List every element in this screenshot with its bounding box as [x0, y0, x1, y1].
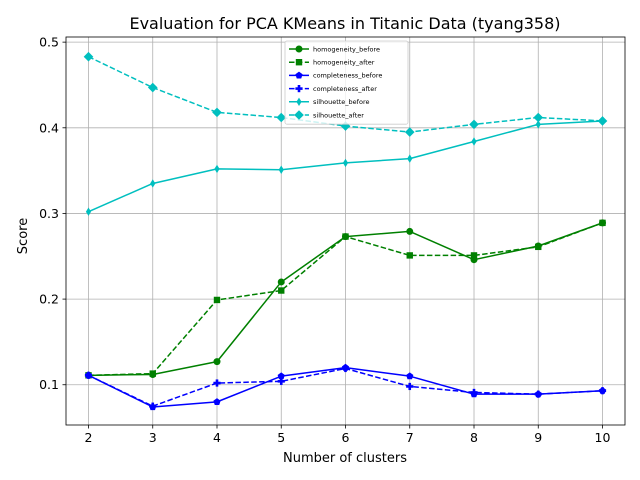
legend-entry-silhouette-after: silhouette_after [289, 110, 364, 120]
data-point-homogeneity-after-8 [470, 252, 478, 259]
data-point-silhouette-after-8 [469, 119, 479, 130]
data-point-silhouette-after-4 [212, 107, 222, 118]
legend-entry-homogeneity-before: homogeneity_before [289, 45, 380, 53]
data-point-silhouette-after-5 [276, 112, 287, 123]
legend-marker-completeness-before [295, 71, 303, 79]
data-point-silhouette-before-9 [535, 120, 541, 129]
data-point-completeness-after-7 [406, 382, 414, 391]
y-tick-label-4: 0.5 [39, 35, 59, 50]
legend-marker-completeness-after [295, 85, 303, 93]
data-point-completeness-after-6 [341, 364, 350, 373]
series-homogeneity-after [85, 219, 606, 379]
legend-entry-completeness-after: completeness_after [289, 85, 377, 93]
data-point-silhouette-after-2 [83, 51, 94, 62]
x-axis-title: Number of clusters [283, 451, 407, 466]
legend: homogeneity_before homogeneity_aftercompl… [284, 40, 409, 125]
chart-title: Evaluation for PCA KMeans in Titanic Dat… [129, 14, 560, 33]
legend-label-completeness-before: completeness_before [313, 72, 382, 80]
data-point-silhouette-after-3 [147, 82, 158, 93]
x-tick-label-7: 9 [534, 430, 542, 445]
legend-marker-homogeneity-after [295, 59, 303, 66]
data-point-completeness-after-2 [84, 371, 93, 379]
data-point-completeness-after-10 [598, 387, 607, 395]
series-completeness-after [84, 364, 607, 410]
data-point-homogeneity-after-10 [599, 219, 606, 227]
data-point-homogeneity-before-4 [213, 358, 221, 366]
data-point-completeness-before-5 [277, 372, 285, 380]
data-point-silhouette-before-3 [150, 179, 156, 188]
x-tick-label-1: 3 [149, 430, 157, 445]
data-point-homogeneity-after-4 [213, 296, 221, 304]
y-tick-label-0: 0.1 [39, 377, 59, 392]
data-point-completeness-after-9 [534, 390, 542, 398]
data-point-completeness-before-7 [406, 372, 414, 380]
legend-label-silhouette-before: silhouette_before [313, 98, 369, 106]
legend-label-silhouette-after: silhouette_after [313, 111, 364, 119]
data-point-completeness-after-3 [149, 402, 157, 410]
data-point-silhouette-before-4 [214, 164, 220, 174]
x-tick-label-0: 2 [85, 430, 93, 445]
legend-label-completeness-after: completeness_after [313, 85, 377, 93]
data-point-silhouette-before-7 [407, 154, 413, 163]
data-point-silhouette-before-5 [278, 165, 284, 174]
x-tick-label-3: 5 [277, 430, 285, 445]
data-point-completeness-after-4 [213, 379, 221, 387]
legend-label-homogeneity-before: homogeneity_before [313, 45, 380, 53]
y-tick-label-2: 0.3 [39, 206, 59, 221]
y-axis-title: Score [16, 218, 31, 254]
y-tick-label-3: 0.4 [39, 120, 59, 135]
data-point-homogeneity-after-5 [278, 287, 285, 294]
data-point-homogeneity-before-5 [277, 278, 285, 286]
data-point-silhouette-before-8 [471, 137, 477, 146]
data-point-homogeneity-after-6 [342, 233, 349, 240]
legend-marker-silhouette-before [296, 97, 302, 106]
data-point-silhouette-after-10 [597, 116, 608, 126]
data-point-completeness-before-4 [213, 398, 221, 405]
x-tick-label-4: 6 [342, 430, 350, 445]
x-tick-label-5: 7 [406, 430, 414, 445]
legend-box [284, 40, 409, 125]
data-point-homogeneity-before-7 [406, 227, 414, 235]
data-point-homogeneity-after-7 [406, 252, 413, 259]
y-tick-label-1: 0.2 [39, 292, 59, 307]
data-point-silhouette-before-2 [85, 207, 92, 216]
legend-entry-homogeneity-after: homogeneity_after [289, 59, 375, 67]
data-point-completeness-after-8 [470, 388, 478, 397]
data-point-completeness-after-5 [277, 377, 285, 385]
legend-label-homogeneity-after: homogeneity_after [313, 59, 375, 67]
data-point-silhouette-after-9 [533, 112, 544, 123]
x-tick-label-6: 8 [470, 430, 478, 445]
data-point-silhouette-after-7 [404, 127, 415, 137]
x-tick-label-8: 10 [595, 430, 611, 445]
legend-marker-homogeneity-before [295, 45, 303, 53]
legend-entry-completeness-before: completeness_before [289, 71, 382, 80]
legend-marker-silhouette-after [294, 110, 304, 120]
legend-entry-silhouette-before: silhouette_before [289, 97, 369, 106]
data-point-homogeneity-after-9 [535, 243, 542, 251]
data-point-silhouette-before-6 [342, 158, 349, 168]
x-tick-label-2: 4 [213, 430, 221, 445]
data-point-homogeneity-after-3 [149, 370, 156, 377]
